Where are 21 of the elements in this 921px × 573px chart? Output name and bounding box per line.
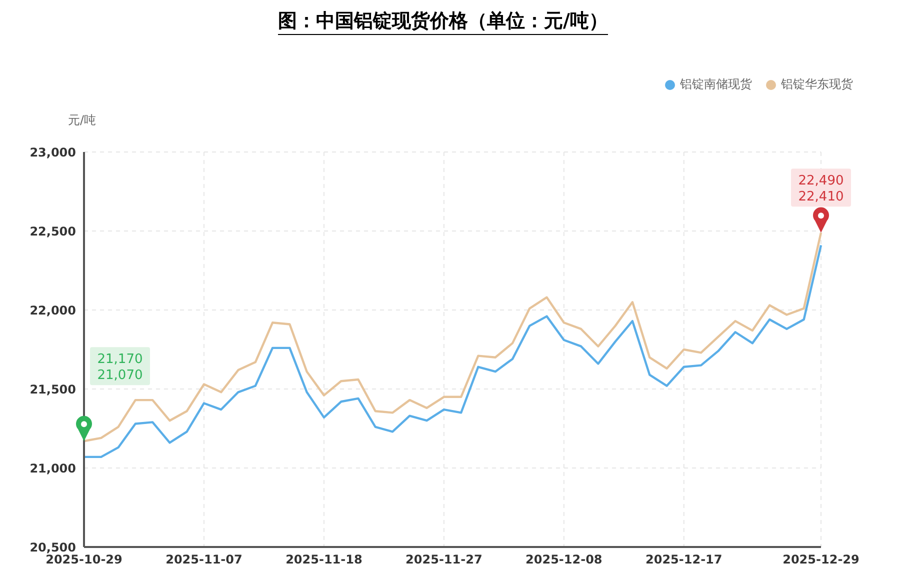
annotation: 21,070	[97, 368, 143, 384]
x-tick-label: 2025-12-17	[646, 552, 722, 567]
chart-title: 图：中国铝锭现货价格（单位：元/吨）	[278, 10, 608, 35]
legend-label: 铝锭南储现货	[679, 76, 752, 93]
annotation: 22,410	[798, 190, 844, 205]
y-tick-label: 22,500	[30, 224, 76, 238]
annotation: 22,490	[798, 174, 844, 189]
legend-label: 铝锭华东现货	[780, 76, 853, 93]
x-tick-label: 2025-11-07	[166, 552, 242, 567]
y-tick-label: 21,000	[30, 461, 76, 476]
y-tick-label: 21,500	[30, 382, 76, 396]
x-tick-label: 2025-11-27	[406, 552, 482, 567]
x-tick-label: 2025-12-29	[782, 552, 860, 567]
y-tick-label: 20,500	[30, 540, 76, 554]
annotation: 21,170	[97, 352, 143, 368]
x-tick-label: 2025-12-08	[526, 552, 602, 567]
y-tick-label: 22,000	[30, 303, 76, 318]
x-tick-label: 2025-11-18	[286, 552, 362, 567]
y-axis-title: 元/吨	[68, 112, 96, 129]
y-tick-label: 23,000	[30, 145, 76, 160]
x-tick-label: 2025-10-29	[46, 552, 122, 567]
